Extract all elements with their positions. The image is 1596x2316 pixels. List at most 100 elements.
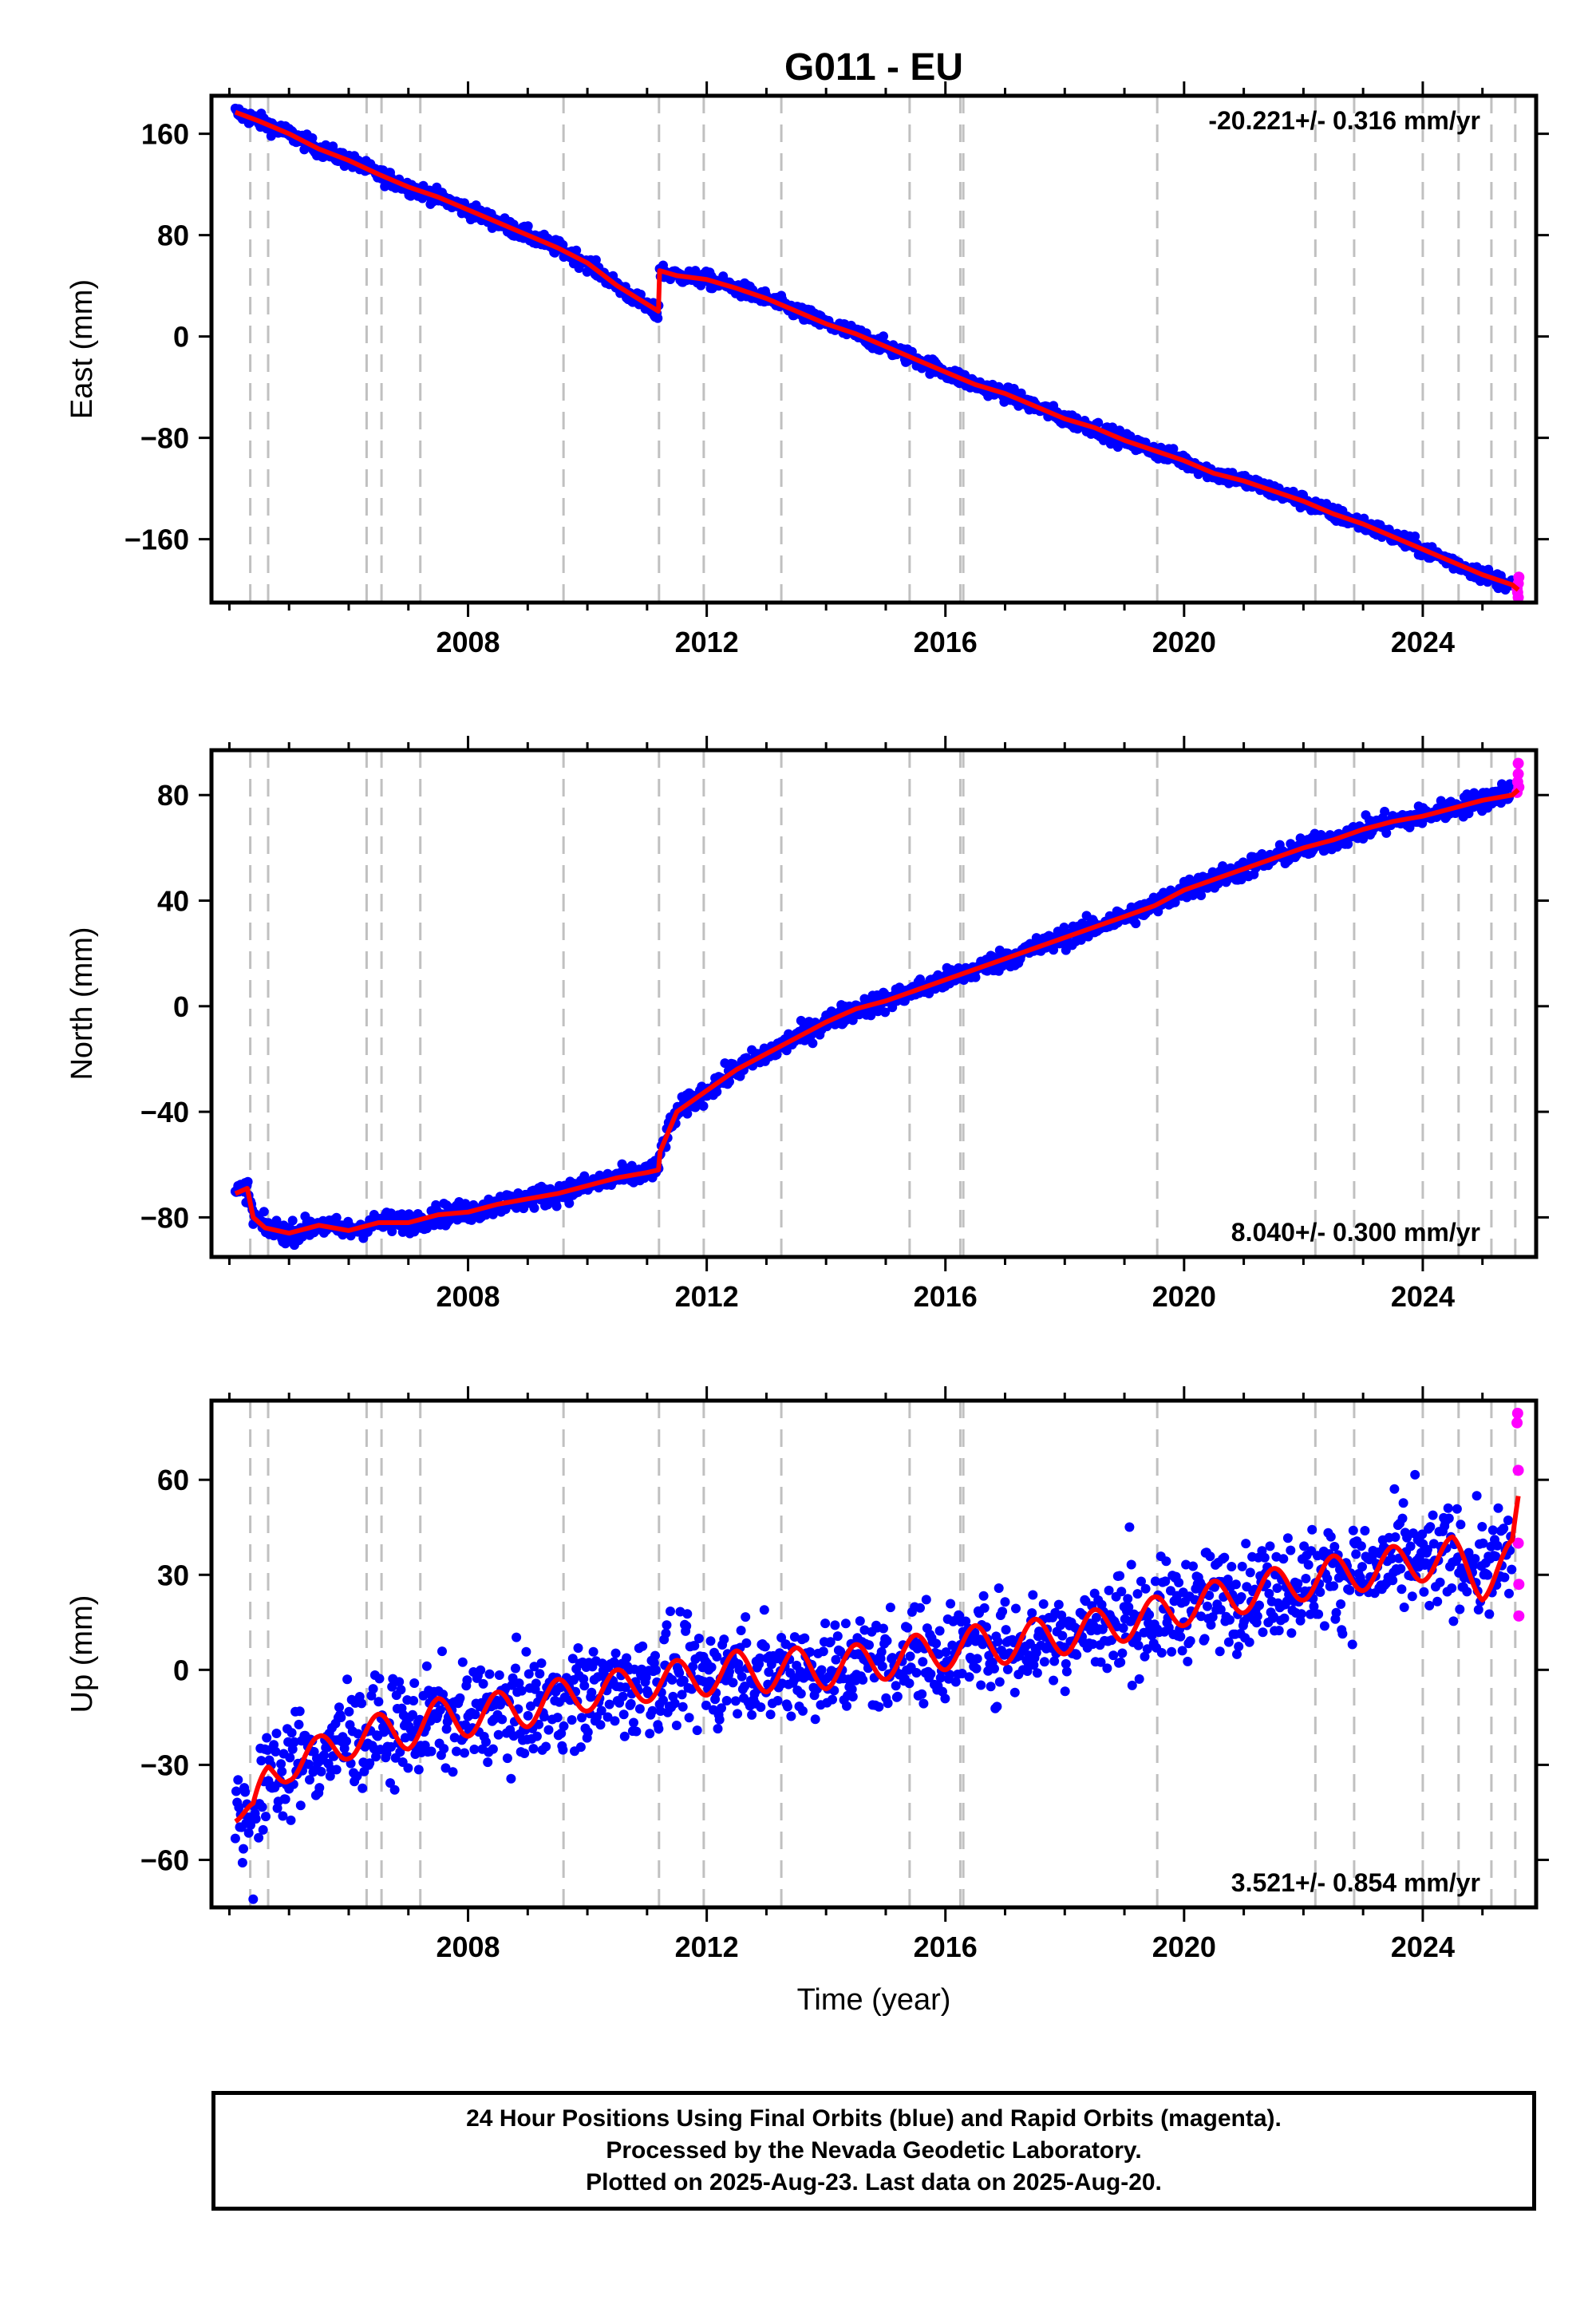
final-orbit-point xyxy=(1325,1531,1336,1542)
final-orbit-point xyxy=(305,1775,314,1785)
rapid-orbit-point xyxy=(1513,1579,1525,1591)
final-orbit-point xyxy=(882,1636,892,1646)
final-orbit-point xyxy=(280,1794,290,1804)
final-orbit-point xyxy=(712,1651,722,1662)
final-orbit-point xyxy=(1061,1658,1071,1669)
y-tick-label: 80 xyxy=(157,219,189,252)
final-orbit-point xyxy=(230,1833,240,1844)
final-orbit-point xyxy=(717,1703,726,1713)
rapid-orbit-point xyxy=(1513,571,1525,583)
final-orbit-point xyxy=(342,1736,351,1746)
final-orbit-point xyxy=(1102,1663,1112,1674)
final-orbit-point xyxy=(536,1658,547,1668)
rapid-orbit-point xyxy=(1512,1537,1524,1549)
final-orbit-point xyxy=(1491,1551,1501,1562)
final-orbit-point xyxy=(528,1744,539,1754)
final-orbit-point xyxy=(511,1663,520,1674)
final-orbit-point xyxy=(1175,1631,1186,1642)
final-orbit-point xyxy=(368,1684,378,1694)
caption-line-2: Processed by the Nevada Geodetic Laborat… xyxy=(606,2137,1142,2164)
final-orbit-point xyxy=(674,1668,685,1678)
final-orbit-point xyxy=(719,1634,729,1645)
final-orbit-point xyxy=(618,1691,628,1701)
final-orbit-point xyxy=(497,1714,508,1725)
final-orbit-point xyxy=(408,1709,417,1720)
final-orbit-point xyxy=(1131,919,1141,929)
final-orbit-point xyxy=(470,1709,480,1720)
final-orbit-point xyxy=(772,1049,782,1060)
y-tick-label: 30 xyxy=(157,1559,189,1591)
final-orbit-point xyxy=(426,1746,437,1757)
final-orbit-point xyxy=(1398,1498,1408,1508)
final-orbit-point xyxy=(755,1653,765,1663)
final-orbit-point xyxy=(658,1695,668,1705)
caption-box: 24 Hour Positions Using Final Orbits (bl… xyxy=(211,2091,1536,2211)
final-orbit-point xyxy=(441,1724,452,1734)
final-orbit-point xyxy=(647,1705,658,1716)
y-axis-label: Up (mm) xyxy=(65,1595,99,1713)
final-orbit-point xyxy=(336,1713,346,1722)
final-orbit-point xyxy=(276,1759,286,1769)
final-orbit-point xyxy=(286,1815,296,1825)
rapid-orbit-points xyxy=(1511,1407,1525,1622)
final-orbit-point xyxy=(396,1685,406,1695)
final-orbit-point xyxy=(847,1692,858,1701)
final-orbit-point xyxy=(587,1687,597,1697)
final-orbit-point xyxy=(820,1618,831,1629)
final-orbit-point xyxy=(1314,1609,1324,1619)
final-orbit-point xyxy=(1279,1613,1290,1623)
final-orbit-point xyxy=(512,1632,522,1642)
final-orbit-point xyxy=(271,1729,282,1738)
final-orbit-point xyxy=(1472,1491,1482,1501)
final-orbit-point xyxy=(688,1662,698,1672)
final-orbit-point xyxy=(877,1662,887,1671)
final-orbit-point xyxy=(1219,1552,1230,1563)
final-orbit-point xyxy=(1473,1605,1483,1614)
final-orbit-point xyxy=(917,1689,927,1699)
final-orbit-point xyxy=(514,1678,524,1689)
x-tick-label: 2008 xyxy=(436,1280,500,1313)
y-tick-label: 0 xyxy=(173,321,189,354)
final-orbit-point xyxy=(1504,1588,1514,1599)
final-orbit-point xyxy=(1183,1656,1193,1666)
final-orbit-point xyxy=(1245,1567,1255,1578)
final-orbit-point xyxy=(1252,1611,1262,1622)
final-orbit-point xyxy=(1432,1596,1443,1607)
final-orbit-point xyxy=(876,1646,887,1657)
final-orbit-point xyxy=(1091,1612,1101,1622)
final-orbit-point xyxy=(1203,1601,1212,1611)
rapid-orbit-point xyxy=(1512,768,1524,780)
final-orbit-point xyxy=(389,1784,400,1795)
plot-frame xyxy=(209,93,1539,605)
final-orbit-point xyxy=(661,1628,671,1638)
final-orbit-point xyxy=(483,1757,493,1768)
final-orbit-point xyxy=(1307,1524,1317,1535)
final-orbit-point xyxy=(630,1664,640,1674)
final-orbit-point xyxy=(261,1812,271,1822)
x-tick-label: 2012 xyxy=(675,1931,739,1963)
final-orbit-point xyxy=(705,1636,716,1646)
final-orbit-point xyxy=(759,1605,769,1615)
final-orbit-point xyxy=(1032,1668,1042,1678)
final-orbit-point xyxy=(342,1674,353,1685)
final-orbit-point xyxy=(352,1771,362,1781)
final-orbit-point xyxy=(941,1647,951,1658)
final-orbit-point xyxy=(918,1698,929,1709)
final-orbit-point xyxy=(1108,1650,1119,1661)
final-orbit-point xyxy=(1309,1601,1319,1611)
final-orbit-point xyxy=(246,1820,255,1830)
final-orbit-point xyxy=(1278,1554,1289,1564)
y-tick-label: −30 xyxy=(140,1749,189,1781)
final-orbit-point xyxy=(1380,806,1390,816)
final-orbit-point xyxy=(1231,1579,1241,1590)
final-orbit-point xyxy=(231,1786,241,1796)
final-orbit-point xyxy=(786,1711,796,1721)
final-orbit-point xyxy=(437,1646,447,1657)
final-orbit-point xyxy=(567,1715,577,1725)
final-orbit-point xyxy=(529,1203,539,1213)
plot-frame xyxy=(209,1398,1539,1910)
final-orbit-point xyxy=(1484,1609,1495,1619)
final-orbit-point xyxy=(1274,1626,1284,1636)
final-orbit-point xyxy=(488,1744,498,1754)
final-orbit-point xyxy=(964,1672,974,1682)
